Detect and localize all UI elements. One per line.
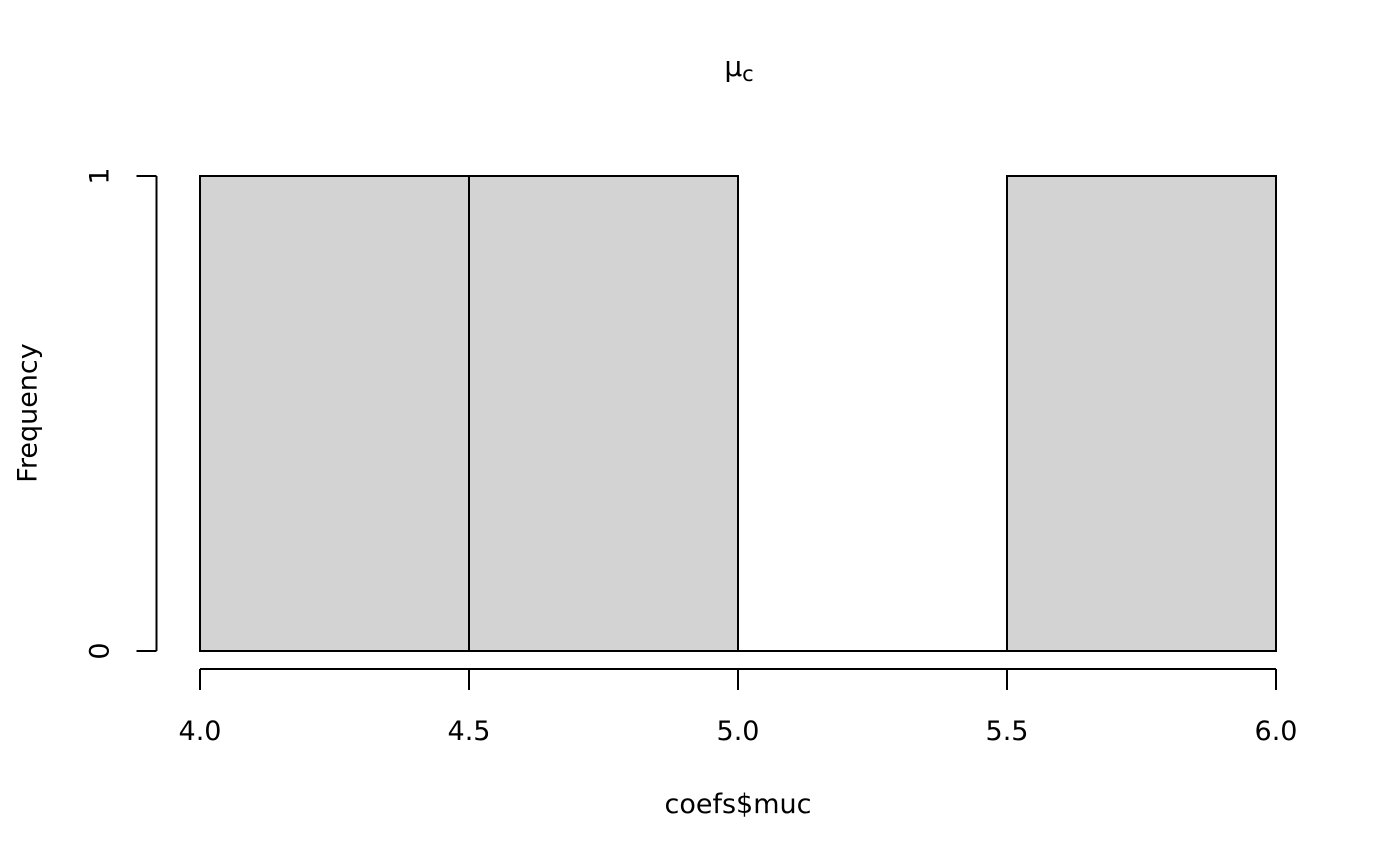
y-tick-label: 1 — [85, 167, 116, 184]
y-axis-label: Frequency — [12, 343, 44, 483]
x-axis-label: coefs$muc — [664, 789, 812, 820]
histogram-bar — [199, 175, 470, 652]
chart-title: μc — [724, 50, 753, 86]
histogram-bar — [468, 175, 739, 652]
y-tick-label: 0 — [85, 642, 116, 659]
chart-title-subscript: c — [742, 62, 753, 86]
x-tick-label: 5.0 — [717, 716, 760, 747]
x-tick-label: 6.0 — [1255, 716, 1298, 747]
x-tick-label: 4.0 — [179, 716, 222, 747]
chart-title-base: μ — [724, 50, 743, 83]
histogram-bar — [1006, 175, 1277, 652]
x-tick-label: 4.5 — [448, 716, 491, 747]
x-tick-label: 5.5 — [986, 716, 1029, 747]
